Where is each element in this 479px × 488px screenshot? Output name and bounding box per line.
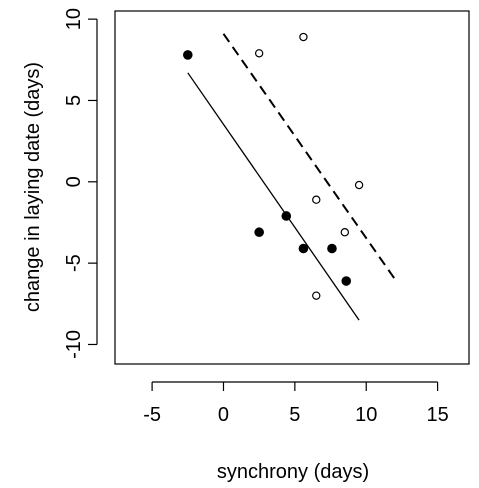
open-point [312,195,321,204]
x-tick-label: -5 [143,404,161,426]
x-axis: -5 0 5 10 15 [143,381,449,426]
data-points [182,32,364,300]
x-tick-label: 10 [355,404,377,426]
y-tick-label: 0 [63,176,85,187]
filled-point [341,276,352,286]
open-point [299,32,308,42]
x-axis-label: synchrony (days) [217,461,369,483]
open-point [312,291,321,300]
fit-line-dashed [222,33,398,282]
y-tick-label: 10 [63,8,85,30]
open-point [340,228,350,237]
y-tick-label: -5 [63,254,85,272]
x-tick-label: 5 [289,404,300,426]
open-point [354,180,364,190]
fit-lines [187,33,398,321]
filled-point [254,227,264,238]
y-axis: -10 -5 0 5 10 [63,8,98,359]
filled-point [281,211,292,221]
y-tick-label: -10 [63,330,85,359]
filled-point [327,243,337,254]
plot-frame [114,10,470,365]
fit-line-solid [187,72,360,321]
y-tick-label: 5 [63,95,85,106]
y-axis-label: change in laying date (days) [22,62,44,312]
x-tick-label: 15 [426,404,448,426]
filled-point [298,243,309,254]
x-tick-label: 0 [218,404,229,426]
filled-point [182,50,193,60]
open-point [254,49,264,58]
